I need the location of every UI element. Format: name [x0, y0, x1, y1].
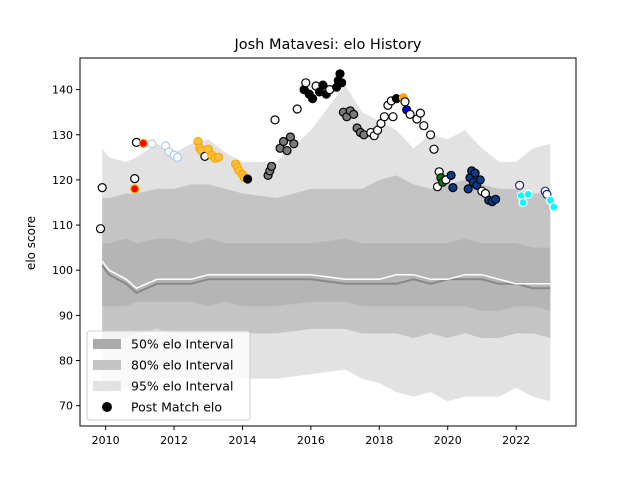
data-point — [213, 152, 224, 162]
data-point — [335, 69, 345, 79]
legend-label: Post Match elo — [131, 400, 222, 415]
data-point — [475, 175, 485, 185]
data-point — [463, 184, 473, 194]
data-point — [379, 112, 389, 122]
data-point — [491, 194, 501, 204]
data-point — [278, 136, 289, 147]
axes-frame — [79, 57, 577, 427]
data-point — [130, 174, 140, 184]
y-tick-label: 120 — [52, 174, 73, 187]
data-point — [138, 138, 148, 148]
data-point — [426, 130, 436, 140]
data-point — [97, 183, 107, 193]
axes: 2010 2012 2014 2016 2018 2020 2022 70 80 90 100 110… — [52, 57, 577, 447]
data-point — [549, 202, 559, 212]
data-point — [388, 112, 398, 122]
plot-content — [95, 69, 559, 402]
y-tick-label: 90 — [59, 309, 73, 322]
data-point — [429, 144, 439, 154]
y-tick-label: 140 — [52, 84, 73, 97]
data-point — [301, 78, 311, 88]
x-tick-label: 2020 — [434, 434, 462, 447]
data-point — [470, 168, 480, 178]
x-tick-label: 2010 — [92, 434, 120, 447]
band-50-interval — [102, 238, 551, 311]
y-tick-label: 130 — [52, 129, 73, 142]
data-point — [415, 108, 425, 118]
data-point — [405, 109, 415, 120]
data-point — [446, 170, 456, 180]
legend-band-swatch — [93, 339, 121, 349]
legend-box — [86, 330, 251, 421]
plot-area — [95, 69, 559, 402]
data-point — [448, 183, 458, 193]
data-point — [172, 152, 183, 162]
data-point — [419, 121, 429, 131]
data-point — [270, 115, 280, 125]
data-point — [292, 104, 302, 114]
x-tick-label: 2014 — [228, 434, 256, 447]
data-point — [130, 184, 140, 194]
data-point — [243, 174, 253, 184]
data-point — [518, 197, 528, 208]
data-point — [308, 93, 318, 104]
x-tick-label: 2018 — [365, 434, 393, 447]
legend-band-swatch — [93, 381, 121, 391]
mean-line — [101, 260, 551, 290]
y-tick-label: 70 — [59, 400, 73, 413]
data-point — [147, 139, 157, 149]
legend: 50% elo Interval 80% elo Interval 95% elo … — [86, 330, 251, 421]
data-point — [514, 180, 525, 190]
legend-label: 95% elo Interval — [131, 379, 233, 394]
median-line — [101, 265, 551, 294]
data-point — [400, 97, 410, 107]
data-point — [267, 161, 277, 171]
y-tick-label: 100 — [52, 264, 73, 277]
y-tick-label: 110 — [52, 219, 73, 232]
y-axis-label: elo score — [24, 216, 38, 270]
x-tick-label: 2022 — [502, 434, 530, 447]
data-point — [318, 80, 328, 90]
x-tick-label: 2012 — [160, 434, 188, 447]
data-point — [523, 189, 533, 199]
data-point — [337, 78, 347, 88]
legend-marker-swatch — [102, 402, 112, 412]
legend-label: 50% elo Interval — [131, 337, 233, 352]
chart-title: Josh Matavesi: elo History — [233, 37, 421, 53]
data-point — [282, 146, 292, 156]
x-tick-label: 2016 — [297, 434, 325, 447]
data-point — [95, 224, 106, 234]
data-point — [289, 139, 299, 149]
data-point — [349, 109, 359, 120]
legend-band-swatch — [93, 360, 121, 370]
legend-label: 80% elo Interval — [131, 358, 233, 373]
y-tick-label: 80 — [59, 355, 73, 368]
